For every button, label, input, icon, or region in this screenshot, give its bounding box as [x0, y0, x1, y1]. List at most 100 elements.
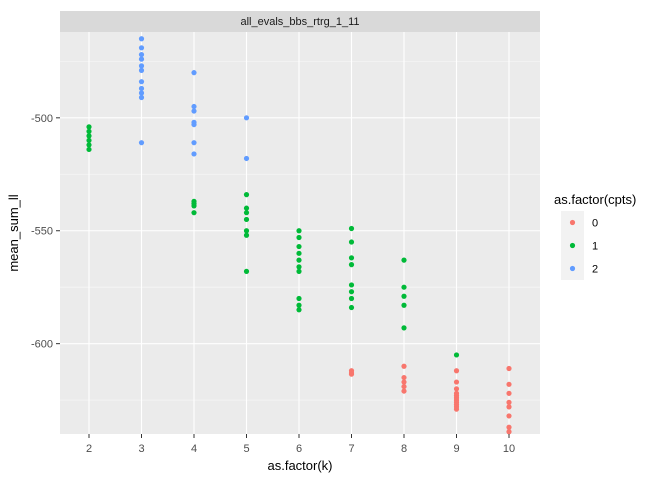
data-point-cpts-2 — [191, 140, 197, 146]
y-tick-label: -600 — [31, 339, 53, 351]
x-tick-label: 9 — [453, 443, 459, 455]
data-point-cpts-1 — [348, 255, 355, 261]
data-point-cpts-0 — [401, 363, 407, 369]
data-point-cpts-1 — [243, 232, 250, 238]
y-axis-title: mean_sum_ll — [6, 194, 21, 271]
data-point-cpts-0 — [401, 379, 407, 385]
data-point-cpts-1 — [191, 210, 197, 216]
legend-swatch — [569, 265, 576, 272]
data-point-cpts-2 — [191, 121, 197, 128]
data-point-cpts-2 — [138, 63, 145, 69]
x-tick-label: 2 — [86, 443, 92, 455]
data-point-cpts-1 — [243, 205, 250, 211]
data-point-cpts-2 — [138, 79, 145, 85]
data-point-cpts-1 — [86, 142, 92, 148]
data-point-cpts-0 — [348, 371, 355, 377]
data-point-cpts-1 — [243, 268, 250, 274]
data-point-cpts-1 — [348, 239, 355, 245]
x-tick-label: 10 — [503, 443, 515, 455]
x-tick-label: 5 — [243, 443, 249, 455]
data-point-cpts-0 — [401, 374, 407, 381]
legend-swatch — [569, 242, 576, 249]
data-point-cpts-1 — [401, 257, 407, 263]
data-point-cpts-1 — [243, 192, 250, 198]
data-point-cpts-0 — [453, 379, 460, 385]
data-point-cpts-1 — [86, 146, 92, 153]
data-point-cpts-1 — [243, 228, 250, 234]
data-point-cpts-2 — [243, 115, 250, 121]
data-point-cpts-2 — [138, 85, 145, 92]
data-point-cpts-2 — [138, 90, 145, 96]
data-point-cpts-1 — [401, 293, 407, 299]
data-point-cpts-2 — [138, 140, 145, 146]
x-tick-label: 6 — [296, 443, 302, 455]
data-point-cpts-1 — [401, 284, 407, 290]
data-point-cpts-2 — [138, 51, 145, 58]
x-tick-label: 3 — [138, 443, 144, 455]
data-point-cpts-1 — [296, 228, 302, 234]
data-point-cpts-0 — [506, 390, 512, 396]
y-axis-ticks: -500 -550 -600 — [31, 113, 60, 351]
data-point-cpts-1 — [296, 243, 302, 250]
legend-swatch — [569, 219, 576, 226]
data-point-cpts-1 — [348, 225, 355, 232]
data-point-cpts-1 — [348, 304, 355, 311]
data-point-cpts-0 — [453, 368, 460, 374]
data-point-cpts-1 — [86, 133, 92, 139]
data-point-cpts-0 — [506, 413, 512, 419]
data-point-cpts-2 — [191, 151, 197, 157]
data-point-cpts-0 — [401, 383, 407, 390]
facet-label: all_evals_bbs_rtrg_1_11 — [240, 16, 359, 28]
data-point-cpts-0 — [506, 429, 512, 435]
data-point-cpts-1 — [86, 128, 92, 134]
y-tick-label: -550 — [31, 226, 53, 238]
x-axis-title: as.factor(k) — [267, 458, 332, 473]
data-point-cpts-2 — [191, 70, 197, 76]
legend-items: 0 1 2 — [561, 211, 598, 280]
data-point-cpts-0 — [506, 399, 512, 405]
data-points — [86, 36, 512, 435]
data-point-cpts-2 — [138, 67, 145, 73]
minor-gridlines — [60, 60, 540, 401]
data-point-cpts-1 — [401, 302, 407, 308]
data-point-cpts-1 — [296, 302, 302, 308]
data-point-cpts-1 — [296, 268, 302, 274]
data-point-cpts-0 — [401, 388, 407, 394]
data-point-cpts-1 — [348, 282, 355, 288]
data-point-cpts-0 — [506, 404, 512, 410]
legend-title: as.factor(cpts) — [554, 192, 636, 207]
facet-strip — [60, 11, 540, 32]
data-point-cpts-1 — [348, 295, 355, 302]
data-point-cpts-1 — [243, 210, 250, 216]
data-point-cpts-2 — [191, 108, 197, 114]
data-point-cpts-1 — [296, 307, 302, 313]
data-point-cpts-0 — [453, 406, 460, 412]
data-point-cpts-2 — [138, 94, 145, 101]
data-point-cpts-2 — [243, 155, 250, 162]
data-point-cpts-1 — [348, 262, 355, 268]
data-point-cpts-1 — [296, 295, 302, 302]
data-point-cpts-1 — [453, 352, 460, 358]
data-point-cpts-2 — [191, 103, 197, 110]
data-point-cpts-0 — [506, 424, 512, 430]
data-point-cpts-1 — [296, 234, 302, 241]
data-point-cpts-0 — [506, 365, 512, 372]
data-point-cpts-1 — [401, 325, 407, 331]
data-point-cpts-0 — [506, 381, 512, 387]
data-point-cpts-0 — [453, 386, 460, 392]
legend-label: 0 — [592, 218, 598, 230]
x-axis-ticks: 2 3 4 5 6 7 8 9 10 — [86, 434, 515, 455]
data-point-cpts-1 — [296, 257, 302, 263]
data-point-cpts-2 — [138, 56, 145, 62]
data-point-cpts-1 — [243, 216, 250, 223]
legend-label: 1 — [592, 241, 598, 253]
data-point-cpts-1 — [296, 250, 302, 256]
x-tick-label: 8 — [401, 443, 407, 455]
data-point-cpts-1 — [348, 289, 355, 295]
data-point-cpts-2 — [138, 45, 145, 51]
y-tick-label: -500 — [31, 113, 53, 125]
data-point-cpts-1 — [86, 137, 92, 144]
data-point-cpts-1 — [191, 203, 197, 209]
data-point-cpts-2 — [138, 36, 145, 42]
